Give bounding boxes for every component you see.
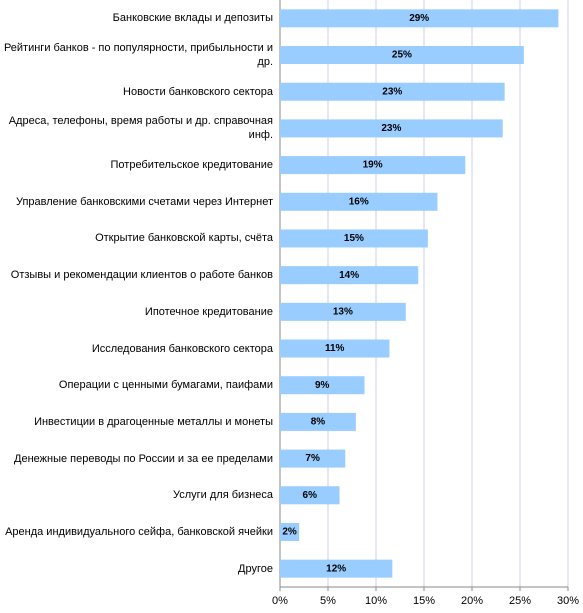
bar: [280, 376, 365, 395]
bar: [280, 82, 505, 101]
category-label: Денежные переводы по России и за ее пред…: [14, 452, 273, 465]
bar: [280, 46, 524, 65]
x-tick-label: 15%: [413, 595, 435, 607]
x-tick-label: 0%: [272, 595, 288, 607]
x-tick-label: 25%: [509, 595, 531, 607]
category-label: Новости банковского сектора: [123, 85, 273, 98]
value-label: 23%: [381, 123, 401, 134]
bar: [280, 156, 466, 175]
category-label: Ипотечное кредитование: [144, 305, 273, 318]
value-label: 14%: [339, 270, 359, 281]
value-label: 13%: [333, 306, 353, 317]
category-label: Банковские вклады и депозиты: [112, 12, 273, 25]
x-tick-label: 30%: [557, 595, 579, 607]
value-label: 12%: [326, 563, 346, 574]
value-label: 29%: [409, 13, 429, 24]
category-label: Аренда индивидуального сейфа, банковской…: [5, 525, 273, 538]
category-label: Другое: [238, 562, 273, 575]
x-tick-label: 20%: [461, 595, 483, 607]
category-label: Отзывы и рекомендации клиентов о работе …: [10, 269, 273, 282]
value-label: 9%: [315, 380, 330, 391]
value-label: 8%: [311, 417, 326, 428]
bar: [280, 119, 503, 138]
category-label: Рейтинги банков - по популярности, прибы…: [3, 42, 273, 69]
bar: [280, 412, 356, 431]
bar: [280, 302, 406, 321]
x-tick-label: 10%: [365, 595, 387, 607]
bar: [280, 522, 300, 541]
value-label: 16%: [349, 196, 369, 207]
category-label: Инвестиции в драгоценные металлы и монет…: [34, 415, 273, 428]
x-tick-label: 5%: [320, 595, 336, 607]
value-label: 15%: [344, 233, 364, 244]
value-label: 23%: [382, 86, 402, 97]
bar: [280, 486, 340, 505]
bar: [280, 449, 346, 468]
value-label: 11%: [325, 343, 345, 354]
value-label: 19%: [363, 160, 383, 171]
category-label: Операции с ценными бумагами, паифами: [58, 379, 273, 392]
value-label: 6%: [303, 490, 318, 501]
value-label: 7%: [305, 453, 320, 464]
category-label: Адреса, телефоны, время работы и др. спр…: [8, 115, 273, 142]
bar: [280, 559, 393, 578]
bar: [280, 339, 390, 358]
category-label: Потребительское кредитование: [110, 159, 274, 172]
category-label: Управление банковскими счетами через Инт…: [15, 195, 273, 208]
category-label: Открытие банковской карты, счёта: [95, 232, 273, 245]
bar: [280, 192, 438, 211]
category-label: Исследования банковского сектора: [91, 342, 273, 355]
value-label: 25%: [392, 50, 412, 61]
bar: [280, 9, 559, 28]
bar: [280, 229, 428, 248]
value-label: 2%: [282, 527, 297, 538]
category-label: Услуги для бизнеса: [172, 489, 273, 502]
bar: [280, 266, 419, 285]
